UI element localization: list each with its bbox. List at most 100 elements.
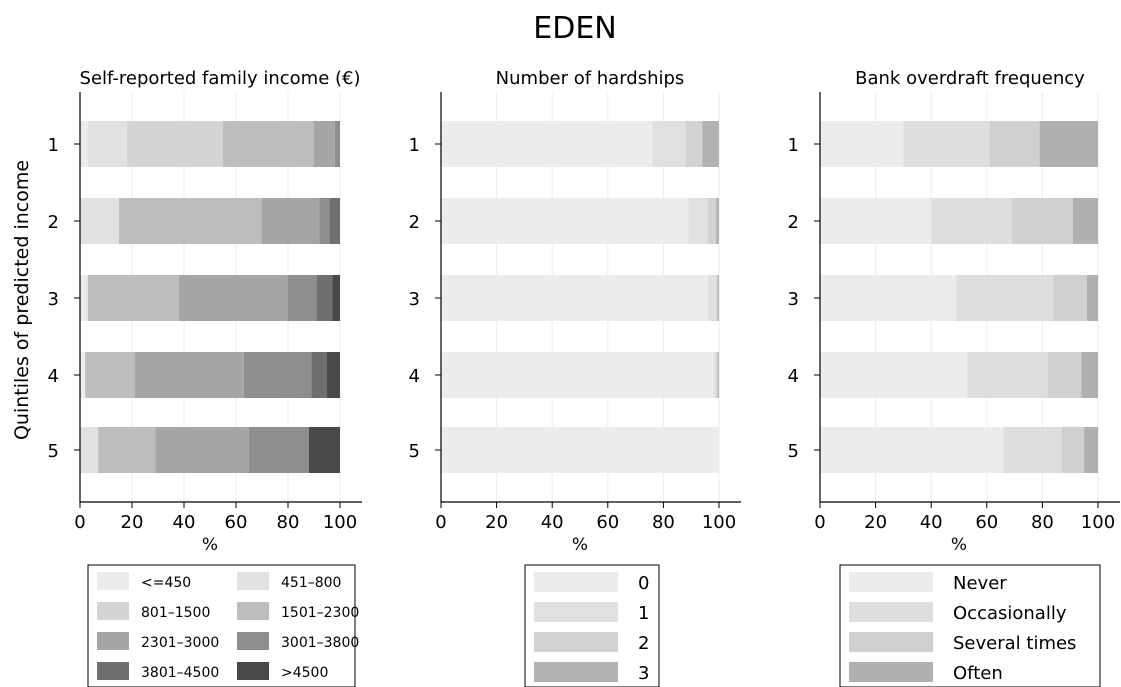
chart-panel-2: Number of hardships 1 2 3 4 5 0 20 40 60 80 100% 0 1 2… — [409, 68, 741, 687]
bar-segment — [820, 121, 904, 167]
bar-segment — [441, 427, 719, 473]
legend-swatch — [237, 632, 269, 650]
legend-swatch — [849, 662, 933, 682]
bar-segment — [707, 198, 717, 244]
bar-segment — [1039, 121, 1098, 167]
legend-label: 801–1500 — [141, 605, 210, 621]
panel-title: Bank overdraft frequency — [855, 68, 1085, 89]
bar-segment — [967, 352, 1048, 398]
bar-segment — [80, 198, 119, 244]
x-tick-label: 40 — [920, 512, 943, 533]
x-tick-label: 80 — [1031, 512, 1054, 533]
x-tick-label: 60 — [225, 512, 248, 533]
legend-swatch — [534, 602, 618, 622]
legend: Never Occasionally Several times Often — [839, 564, 1101, 687]
legend-label: 0 — [638, 573, 649, 594]
x-tick-label: 60 — [596, 512, 619, 533]
bar-segment — [319, 198, 330, 244]
bar-segment — [119, 198, 262, 244]
legend-label: 1501–2300 — [281, 605, 359, 621]
bar-segment — [332, 275, 340, 321]
bar-segment — [249, 427, 309, 473]
bar-segment — [314, 121, 335, 167]
bar-segment — [820, 352, 968, 398]
bar-segment — [441, 275, 708, 321]
panel-title: Self-reported family income (€) — [80, 68, 361, 89]
bar-segment — [707, 275, 717, 321]
legend-swatch — [849, 572, 933, 592]
x-tick-label: 60 — [975, 512, 998, 533]
legend-label: 3 — [638, 663, 649, 684]
x-tick-label: 100 — [323, 512, 357, 533]
chart-panel-3: Bank overdraft frequency 1 2 3 4 5 0 20 40 60 80 10… — [788, 68, 1120, 687]
bar-segment — [316, 275, 333, 321]
bar-segment — [178, 275, 288, 321]
bar-segment — [1047, 352, 1082, 398]
category-label: 1 — [788, 135, 799, 156]
bar-segment — [685, 121, 703, 167]
category-label: 4 — [48, 366, 59, 387]
bar-segment — [441, 198, 689, 244]
legend: 0 1 2 3 — [524, 564, 660, 687]
bar-segment — [1084, 427, 1098, 473]
legend-label: 3001–3800 — [281, 635, 359, 651]
bar-segment — [652, 121, 686, 167]
bar-segment — [688, 198, 708, 244]
bar-segment — [716, 198, 719, 244]
x-tick-label: 80 — [652, 512, 675, 533]
legend-label: >4500 — [281, 665, 328, 681]
bar-segment — [80, 427, 99, 473]
bar-segment — [80, 275, 88, 321]
bar-segment — [288, 275, 317, 321]
legend-swatch — [97, 662, 129, 680]
bar-segment — [716, 275, 718, 321]
bar-segment — [820, 427, 1004, 473]
x-tick-label: 20 — [485, 512, 508, 533]
bar-segment — [931, 198, 1012, 244]
x-tick-label: 100 — [1081, 512, 1115, 533]
bar-segment — [311, 352, 327, 398]
bar-segment — [327, 352, 340, 398]
x-axis-title: % — [951, 535, 967, 555]
chart-panel-1: Self-reported family income (€) 1 2 3 4 5 0 20 4… — [48, 68, 362, 687]
legend-label: Never — [953, 573, 1007, 594]
bar-segment — [1053, 275, 1087, 321]
legend-swatch — [97, 632, 129, 650]
bar-segment — [441, 121, 653, 167]
x-tick-label: 40 — [541, 512, 564, 533]
x-tick-label: 0 — [435, 512, 446, 533]
bar-segment — [903, 121, 990, 167]
bar-segment — [716, 352, 718, 398]
bar-segment — [1081, 352, 1098, 398]
bar-segment — [80, 121, 88, 167]
legend-swatch — [237, 662, 269, 680]
y-axis-title: Quintiles of predicted income — [11, 160, 33, 440]
legend-label: 451–800 — [281, 575, 341, 591]
bar-segment — [713, 352, 717, 398]
x-tick-label: 20 — [121, 512, 144, 533]
bar-segment — [308, 427, 340, 473]
category-label: 2 — [409, 212, 420, 233]
x-tick-label: 80 — [277, 512, 300, 533]
legend-label: 2 — [638, 633, 649, 654]
bar-segment — [1072, 198, 1098, 244]
category-label: 1 — [48, 135, 59, 156]
x-tick-label: 100 — [702, 512, 736, 533]
x-tick-label: 40 — [173, 512, 196, 533]
bar-segment — [1086, 275, 1098, 321]
bar-segment — [956, 275, 1054, 321]
category-label: 2 — [48, 212, 59, 233]
legend-swatch — [534, 662, 618, 682]
legend-box — [87, 564, 356, 687]
bar-segment — [262, 198, 320, 244]
bar-segment — [329, 198, 340, 244]
bar-segment — [1003, 427, 1062, 473]
legend-label: <=450 — [141, 575, 191, 591]
category-label: 4 — [409, 366, 420, 387]
x-tick-label: 0 — [74, 512, 85, 533]
category-label: 4 — [788, 366, 799, 387]
bar-segment — [223, 121, 314, 167]
bar-segment — [85, 352, 135, 398]
